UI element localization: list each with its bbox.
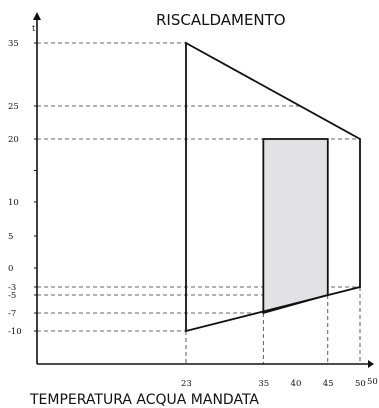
y-tick-label: 0 bbox=[8, 264, 13, 274]
y-axis-unit-label: t bbox=[32, 24, 36, 33]
x-tick-label: 40 bbox=[291, 379, 302, 389]
y-axis-arrow bbox=[33, 12, 41, 20]
y-tick-label: 20 bbox=[8, 135, 19, 145]
y-tick-label: -5 bbox=[8, 291, 16, 301]
axes bbox=[33, 12, 374, 368]
x-tick-label: 23 bbox=[181, 379, 192, 389]
x-tick-label: 35 bbox=[258, 379, 269, 389]
y-tick-label: 35 bbox=[8, 39, 19, 49]
outer-operating-outline bbox=[185, 41, 361, 333]
x-tick-label: 45 bbox=[323, 379, 334, 389]
x-axis-arrow bbox=[368, 360, 374, 368]
x-axis-end-label: 50 bbox=[367, 377, 378, 387]
y-tick-label: 5 bbox=[8, 232, 13, 242]
x-axis-title: TEMPERATURA ACQUA MANDATA bbox=[29, 392, 259, 408]
y-tick-label: 10 bbox=[8, 198, 19, 208]
y-tick-label: -7 bbox=[8, 309, 16, 319]
filled-operating-region bbox=[262, 138, 329, 315]
y-tick-label: -3 bbox=[8, 283, 16, 293]
operating-regions bbox=[185, 41, 361, 333]
chart-title: RISCALDAMENTO bbox=[156, 11, 286, 29]
x-tick-label: 50 bbox=[355, 379, 366, 389]
y-tick-label: 25 bbox=[8, 102, 19, 112]
y-tick-label: -10 bbox=[8, 327, 22, 337]
